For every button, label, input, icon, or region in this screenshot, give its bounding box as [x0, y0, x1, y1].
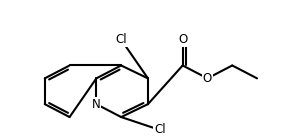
Text: Cl: Cl: [154, 124, 166, 136]
Text: O: O: [203, 72, 212, 85]
Text: N: N: [92, 98, 101, 111]
Text: Cl: Cl: [115, 33, 127, 46]
Text: O: O: [178, 33, 187, 46]
